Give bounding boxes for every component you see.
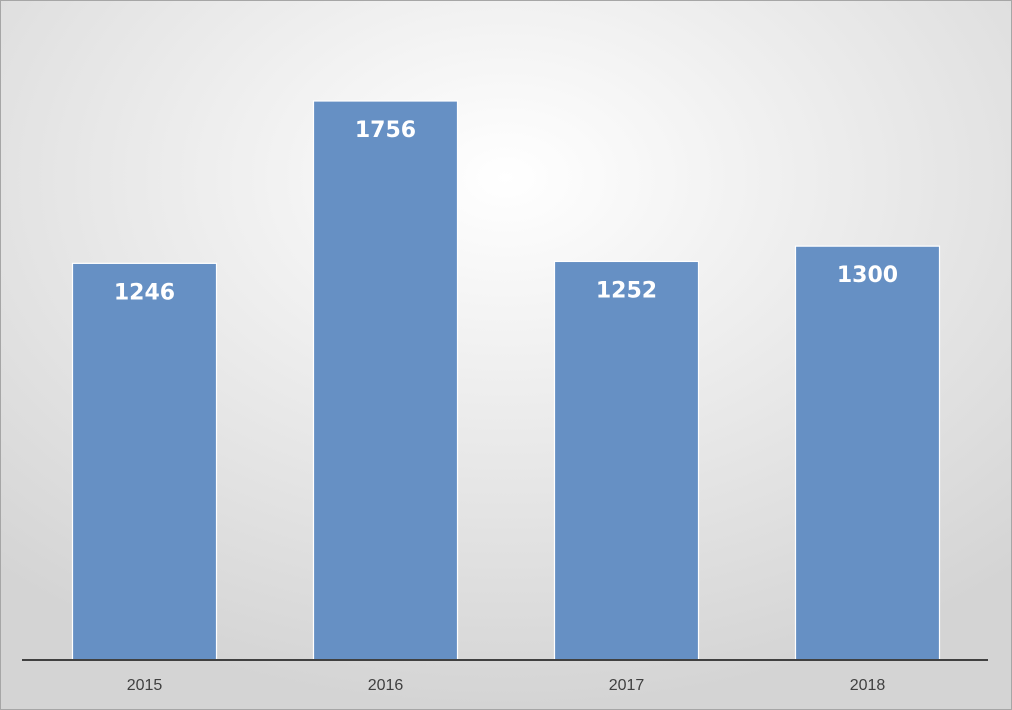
bar: [553, 260, 700, 661]
data-label: 1252: [596, 278, 657, 303]
data-label: 1756: [355, 118, 416, 143]
x-tick-label: 2018: [850, 677, 886, 694]
bar: [794, 245, 941, 661]
bar: [312, 100, 459, 661]
data-label: 1300: [837, 263, 898, 288]
bar: [71, 262, 218, 661]
x-tick-label: 2015: [127, 677, 163, 694]
data-label: 1246: [114, 280, 175, 305]
x-tick-label: 2017: [609, 677, 645, 694]
x-tick-label: 2016: [368, 677, 404, 694]
